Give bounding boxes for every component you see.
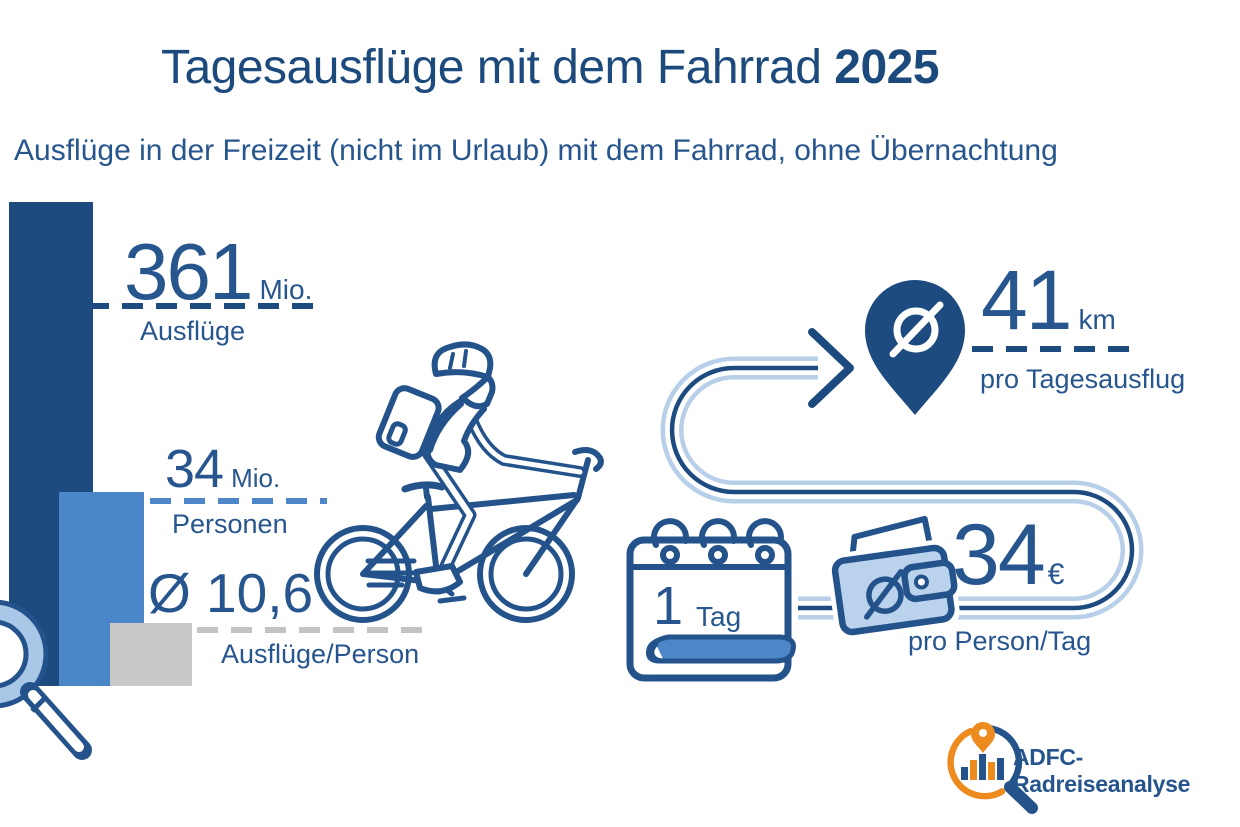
stat-spend: 34 € — [952, 512, 1064, 598]
banknote-icon — [848, 515, 935, 569]
calendar-day-value: 1 — [653, 576, 683, 636]
stat-persons-unit: Mio. — [231, 463, 281, 493]
shoe-icon — [413, 563, 463, 595]
logo-bar-chart-icon — [961, 754, 1004, 780]
stat-trips-value: 361 — [124, 227, 253, 316]
stat-distance: 41 km — [981, 258, 1116, 342]
stat-trips: 361 Mio. — [124, 232, 312, 312]
route-arrow-icon — [808, 328, 854, 408]
helmet-icon — [431, 341, 494, 380]
stat-distance-label: pro Tagesausflug — [980, 364, 1186, 394]
page-title: Tagesausflüge mit dem Fahrrad 2025 — [0, 40, 1100, 95]
stat-spend-value: 34 — [952, 507, 1046, 603]
stat-persons-label: Personen — [172, 509, 288, 539]
stat-per-person: Ø 10,6 — [148, 566, 313, 621]
stat-trips-label: Ausflüge — [140, 316, 246, 346]
stat-per-person-value: Ø 10,6 — [148, 562, 314, 624]
average-symbol-icon — [893, 307, 939, 353]
stat-spend-unit: € — [1047, 558, 1065, 591]
calendar-day-unit: Tag — [696, 601, 741, 632]
backpack-icon — [375, 385, 442, 460]
leader-line-km — [938, 346, 1136, 352]
title-year: 2025 — [834, 41, 940, 94]
stat-trips-unit: Mio. — [259, 274, 313, 305]
wallet-clasp-icon — [901, 559, 958, 603]
logo-pin-icon — [971, 722, 995, 753]
title-main: Tagesausflüge mit dem Fahrrad — [160, 41, 822, 94]
bar-ausfluege-pro-person — [110, 623, 192, 686]
stat-distance-unit: km — [1078, 304, 1116, 335]
cyclist-icon — [314, 341, 604, 623]
leader-line-ausfluege — [88, 303, 326, 309]
stat-per-person-label: Ausflüge/Person — [221, 639, 420, 669]
stat-spend-label: pro Person/Tag — [908, 626, 1092, 656]
average-symbol-icon — [866, 576, 904, 614]
wallet-icon — [826, 515, 960, 641]
leader-line-pro-person — [197, 627, 424, 633]
stat-distance-value: 41 — [981, 253, 1072, 347]
page-curl-icon — [646, 634, 796, 664]
leader-line-personen — [150, 498, 327, 504]
page-subtitle: Ausflüge in der Freizeit (nicht im Urlau… — [14, 134, 1058, 167]
logo-text: ADFC-Radreiseanalyse — [1013, 744, 1191, 797]
calendar-rings-icon — [651, 518, 784, 565]
calendar-icon: 1 Tag — [620, 518, 798, 688]
stat-persons: 34 Mio. — [165, 442, 280, 496]
stat-persons-value: 34 — [165, 439, 224, 499]
